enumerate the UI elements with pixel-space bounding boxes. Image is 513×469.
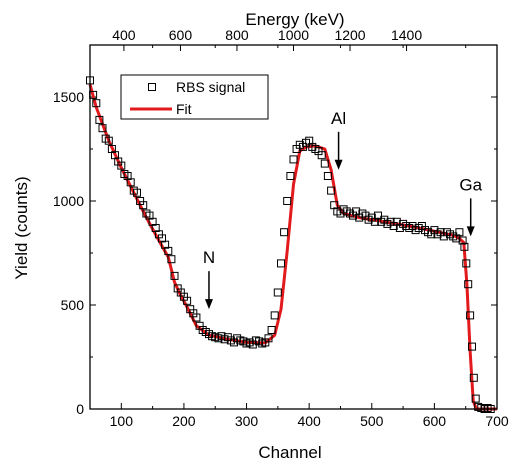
y-tick-labels: 0 500 1000 1500 [53,89,84,417]
data-point [277,259,285,268]
y-tick-label: 1500 [53,89,84,105]
x2-tick-label: 600 [169,27,193,43]
annotation-arrow-head [204,299,213,310]
legend-label-rbs-signal: RBS signal [176,79,245,95]
annotation-arrow-head [334,159,343,170]
legend-marker-rbs-signal [148,83,156,91]
x2-axis-title: Energy (keV) [245,10,344,29]
data-point [170,271,179,280]
x2-tick-label: 1000 [278,27,309,43]
data-point [289,155,298,164]
data-point [167,255,176,264]
annotation-label: Ga [459,175,482,194]
data-point [270,311,279,320]
data-point [264,334,273,343]
data-point [283,197,292,205]
data-point [327,186,336,195]
data-point [133,188,141,197]
x-tick-label: 500 [360,413,384,429]
data-point [460,242,469,251]
x2-tick-labels: 400 600 800 1000 1200 1400 [112,27,422,43]
plot-frame [89,44,498,410]
y-tick-label: 0 [76,401,84,417]
annotation-label: Al [331,109,346,128]
data-point [458,236,467,245]
legend-label-fit: Fit [176,101,192,117]
data-point [267,326,276,334]
data-point [320,159,329,168]
data-point [455,228,464,237]
annotation-label: N [203,248,215,267]
data-point [98,124,107,133]
data-point [183,296,192,305]
x2-tick-label: 1400 [391,27,422,43]
data-point [95,115,104,124]
data-point [273,288,282,297]
x-tick-label: 400 [297,413,321,429]
fit-line [88,84,497,411]
data-point [466,311,475,320]
x2-tick-label: 1200 [334,27,365,43]
x-tick-label: 100 [110,413,134,429]
x-tick-label: 300 [235,413,259,429]
data-point [471,394,480,403]
x2-tick-label: 800 [225,27,249,43]
x2-tick-label: 400 [112,27,136,43]
data-point [464,280,473,289]
x-axis-title: Channel [258,443,321,462]
data-point [469,373,478,382]
data-point [126,178,135,187]
data-point [323,172,332,180]
y-axis-title: Yield (counts) [12,176,31,279]
y-tick-label: 500 [61,297,85,313]
annotation-arrow-head [466,226,475,237]
data-point [286,172,295,180]
element-annotations: N Al Ga [203,109,483,310]
x-tick-label: 700 [485,413,509,429]
rbs-signal-series [86,76,495,413]
y-tick-label: 1000 [53,193,84,209]
data-point [139,201,148,210]
data-point [468,342,476,351]
data-point [462,259,471,268]
x-tick-label: 200 [172,413,196,429]
data-point [317,151,326,160]
data-point [280,228,289,237]
data-point [164,246,173,255]
data-point [92,99,101,108]
data-point [117,161,126,170]
data-point [104,136,113,145]
legend-box [120,74,269,120]
x-tick-label: 600 [423,413,447,429]
data-point [192,313,201,322]
legend: RBS signal Fit [120,74,269,120]
x-tick-labels: 100 200 300 400 500 600 700 [110,413,509,429]
fit-series [88,84,497,411]
